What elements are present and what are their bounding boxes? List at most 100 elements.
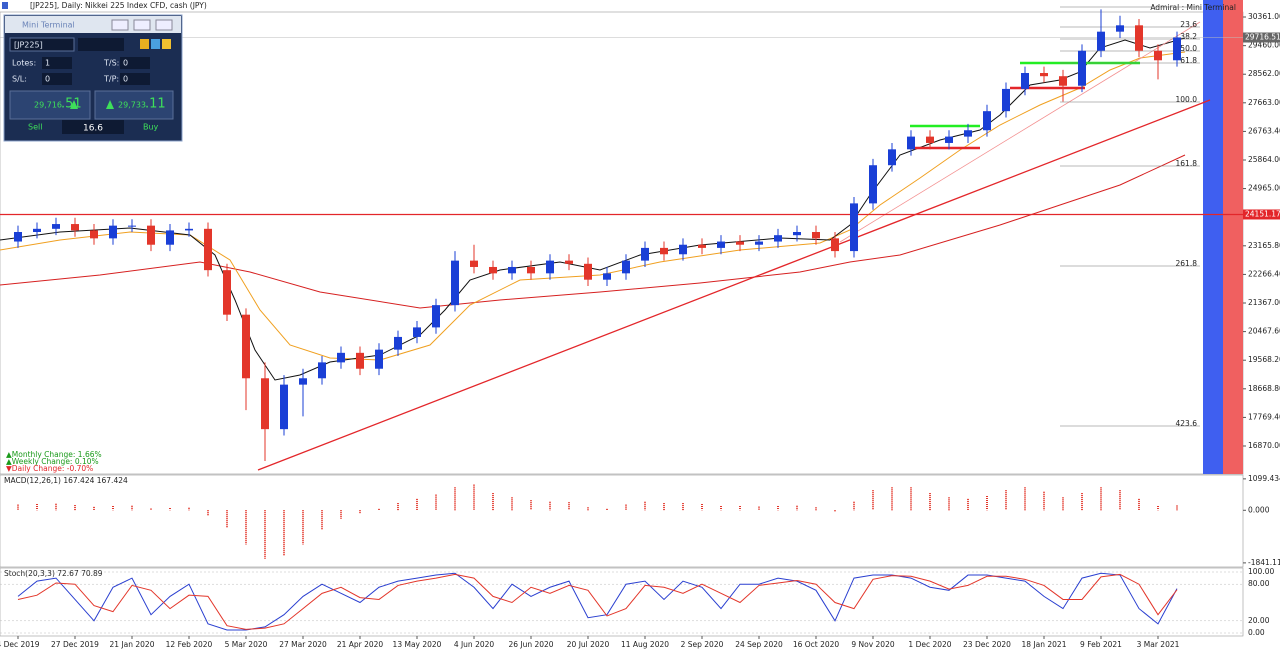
- candle-body: [109, 225, 117, 239]
- weekly-change: ▲Weekly Change: 0.10%: [6, 457, 99, 466]
- brand: Admiral : Mini Terminal: [1150, 3, 1236, 12]
- minimize-button[interactable]: [111, 19, 129, 31]
- candle-body: [90, 230, 98, 239]
- symbol: [JP225]: [14, 41, 43, 50]
- sl-label: S/L:: [12, 75, 27, 84]
- level-label: 24151.17: [1245, 209, 1280, 218]
- x-tick-label: 11 Aug 2020: [621, 640, 669, 649]
- x-tick-label: 23 Dec 2020: [963, 640, 1011, 649]
- tool-icon[interactable]: [151, 39, 160, 49]
- stoch-line: [17, 572, 1178, 631]
- y-tick-label: 17769.40: [1248, 412, 1280, 421]
- candle-body: [945, 136, 953, 143]
- candle-body: [641, 247, 649, 261]
- price-tag: [1243, 32, 1280, 43]
- candle-body: [375, 349, 383, 369]
- candle-body: [812, 232, 820, 239]
- candle-body: [850, 203, 858, 252]
- y-tick-label: 20467.60: [1248, 327, 1280, 336]
- x-tick-label: 5 Mar 2020: [225, 640, 268, 649]
- ts: 0: [123, 59, 128, 68]
- sl-input[interactable]: [42, 73, 72, 85]
- tool-icon[interactable]: [140, 39, 149, 49]
- fib-label: 23.6: [1180, 20, 1197, 29]
- candle-body: [1078, 50, 1086, 86]
- x-tick-label: 12 Feb 2020: [166, 640, 213, 649]
- candle-body: [1135, 25, 1143, 51]
- close-button[interactable]: [155, 19, 173, 31]
- candle-body: [242, 314, 250, 379]
- candle-body: [1097, 31, 1105, 51]
- y-tick-label: 19568.20: [1248, 355, 1280, 364]
- candle-body: [869, 165, 877, 204]
- y-tick-label: 22266.40: [1248, 269, 1280, 278]
- y-tick-label: 20.00: [1248, 616, 1270, 625]
- candle-body: [698, 244, 706, 248]
- candle-body: [755, 241, 763, 245]
- trend-line-thin: [839, 21, 1201, 243]
- candle-body: [888, 149, 896, 166]
- lots-input[interactable]: [42, 57, 72, 69]
- x-tick-label: 24 Sep 2020: [735, 640, 783, 649]
- symbol-input[interactable]: [78, 38, 124, 51]
- candle-body: [451, 260, 459, 306]
- tp: 0: [123, 75, 128, 84]
- y-tick-label: 80.00: [1248, 579, 1270, 588]
- candle-body: [52, 224, 60, 229]
- x-tick-label: 13 May 2020: [393, 640, 442, 649]
- price-label: 29716.51: [1245, 33, 1280, 42]
- red-band: [1223, 0, 1243, 474]
- ask-small: .11: [145, 97, 166, 112]
- candle-body: [736, 241, 744, 245]
- candle-body: [394, 336, 402, 350]
- maximize-button[interactable]: [133, 19, 151, 31]
- candle-body: [983, 111, 991, 131]
- candle-body: [660, 247, 668, 255]
- tp-input[interactable]: [120, 73, 150, 85]
- x-tick-label: 2 Sep 2020: [681, 640, 724, 649]
- symbol-select[interactable]: [9, 37, 75, 52]
- buy-button[interactable]: Buy: [143, 123, 159, 132]
- ts-input[interactable]: [120, 57, 150, 69]
- candle-body: [166, 230, 174, 245]
- level-tag: [1243, 209, 1280, 220]
- sell-button[interactable]: Sell: [28, 123, 42, 132]
- candle-body: [299, 378, 307, 385]
- candle-body: [261, 378, 269, 430]
- x-tick-label: 3 Mar 2021: [1137, 640, 1180, 649]
- monthly-change: ▲Monthly Change: 1.66%: [6, 450, 102, 459]
- fib-label: 161.8: [1176, 159, 1198, 168]
- candle-body: [489, 266, 497, 274]
- candle-body: [14, 232, 22, 242]
- stoch-pane: [0, 567, 1244, 637]
- y-tick-label: 16870.00: [1248, 441, 1280, 450]
- bid-small: .51: [61, 97, 82, 112]
- y-tick-label: 24965.00: [1248, 184, 1280, 193]
- candle-body: [1021, 73, 1029, 89]
- candle-body: [907, 136, 915, 150]
- ts-label: T/S:: [103, 59, 119, 68]
- stoch-title: Stoch(20,3,3) 72.67 70.89: [4, 569, 103, 578]
- x-tick-label: 20 Jul 2020: [567, 640, 610, 649]
- candle-body: [318, 362, 326, 379]
- candle-body: [432, 305, 440, 328]
- tool-icon[interactable]: [162, 39, 171, 49]
- candle-body: [356, 352, 364, 369]
- bid-main: 29,716: [34, 101, 62, 110]
- candle-body: [1154, 50, 1162, 61]
- x-tick-label: 26 Jun 2020: [508, 640, 553, 649]
- candle-body: [508, 266, 516, 274]
- fib-label: 423.6: [1176, 419, 1198, 428]
- y-tick-label: 30361.00: [1248, 12, 1280, 21]
- candle-body: [1116, 25, 1124, 32]
- lots-label: Lotes:: [12, 59, 36, 68]
- candle-body: [185, 228, 193, 231]
- sell-box[interactable]: [9, 90, 91, 120]
- candle-body: [831, 238, 839, 252]
- y-tick-label: -1841.116: [1248, 558, 1280, 567]
- fib-label: 261.8: [1176, 259, 1198, 268]
- x-tick-label: 9 Nov 2020: [851, 640, 894, 649]
- y-tick-label: 23165.80: [1248, 241, 1280, 250]
- candle-body: [1059, 76, 1067, 86]
- x-tick-label: 21 Jan 2020: [110, 640, 155, 649]
